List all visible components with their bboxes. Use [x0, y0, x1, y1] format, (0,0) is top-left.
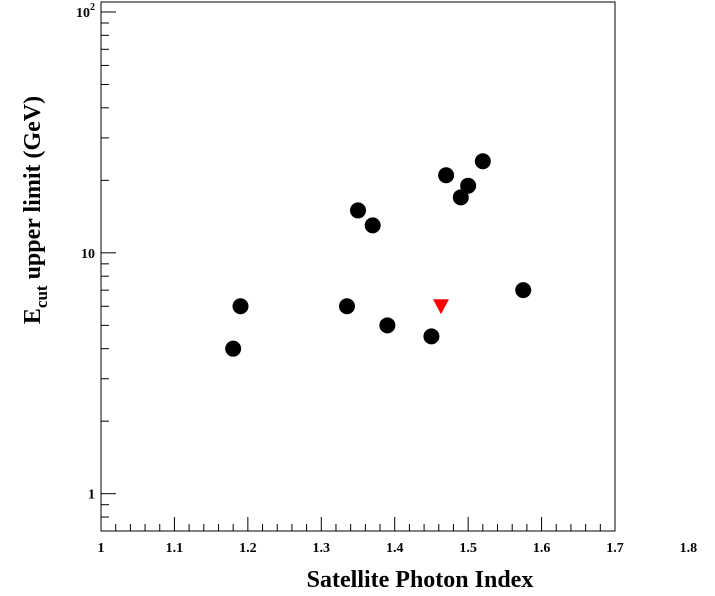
x-tick-label: 1.8 [680, 541, 698, 556]
x-tick-label: 1.2 [239, 541, 257, 556]
data-point-triangle [432, 299, 449, 315]
data-point [474, 153, 491, 170]
data-point [232, 298, 249, 315]
y-tick-label-exponent: 2 [90, 2, 95, 13]
axis-ticks [100, 11, 616, 532]
x-axis-title: Satellite Photon Index [307, 567, 534, 593]
data-point [379, 317, 396, 334]
data-point [515, 282, 532, 299]
data-point [452, 189, 469, 206]
tick-labels: 1 1.1 1.2 1.3 1.4 1.5 1.6 1.7 1.8 1 10 102 [76, 2, 697, 556]
x-tick-label: 1.7 [606, 541, 624, 556]
data-point [338, 298, 355, 315]
data-point [225, 340, 242, 357]
y-tick-label: 102 [76, 2, 95, 21]
x-tick-label: 1 [98, 541, 105, 556]
x-tick-label: 1.6 [533, 541, 551, 556]
y-axis-title: Ecut upper limit (GeV) [20, 96, 51, 324]
data-point [350, 202, 366, 219]
y-axis-title-sub: cut [32, 285, 51, 308]
y-tick-label: 10 [81, 247, 95, 262]
plot-frame [100, 1, 616, 532]
y-axis-title-rest: upper limit (GeV) [20, 96, 46, 286]
x-tick-label: 1.3 [313, 541, 331, 556]
data-point [364, 217, 381, 234]
data-point [460, 177, 477, 194]
x-tick-label: 1.1 [166, 541, 184, 556]
data-point [423, 328, 440, 345]
y-tick-label: 1 [88, 488, 95, 503]
x-tick-label: 1.4 [386, 541, 404, 556]
y-axis-title-main: E [20, 308, 46, 324]
x-tick-label: 1.5 [459, 541, 477, 556]
data-points [225, 153, 532, 357]
data-point [438, 167, 455, 184]
